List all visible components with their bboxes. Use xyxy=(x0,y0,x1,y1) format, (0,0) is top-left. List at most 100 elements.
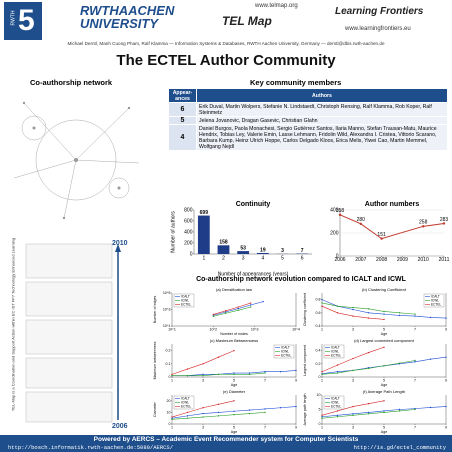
x-axis-label: Age xyxy=(381,383,387,387)
chart: (f) Average Path Length 0 5 10 Average path … xyxy=(303,389,447,434)
x-tick-label: 10^1 xyxy=(168,327,176,331)
line xyxy=(339,214,445,240)
point xyxy=(445,317,447,319)
data-label: 7 xyxy=(301,248,304,254)
x-tick-label: 1 xyxy=(171,425,173,429)
x-tick-label: 3 xyxy=(352,425,354,429)
y-tick-label: 0 xyxy=(169,422,171,426)
line xyxy=(321,347,385,372)
line xyxy=(171,350,235,375)
x-tick-label: 5 xyxy=(233,378,235,382)
y-tick-label: 0.2 xyxy=(166,349,171,353)
cell: 5 xyxy=(168,116,197,125)
x-tick-label: 5 xyxy=(383,425,385,429)
powered: Powered by AERCS – Academic Event Recomm… xyxy=(93,436,359,443)
cell: Daniel Burgos, Paola Monachesi, Sergio G… xyxy=(196,124,448,151)
x-tick-label: 5 xyxy=(383,378,385,382)
chart: (c) Maximum Betweenness 0 0.1 0.2 Maximum be… xyxy=(153,338,297,387)
line xyxy=(172,372,266,376)
x-tick-label: 3 xyxy=(352,378,354,382)
x-axis-label: Number of appearances (years) xyxy=(218,271,289,276)
heading: Co-authorship network evolution compared… xyxy=(196,276,406,283)
link[interactable]: http://is.gd/ectel_community xyxy=(353,444,446,451)
network xyxy=(13,101,140,220)
x-tick-label: 2009 xyxy=(397,257,408,263)
members-table: Appear-ances Authors 6 Erik Duval, Martin … xyxy=(168,88,448,151)
chart-title: (e) Diameter xyxy=(223,389,246,394)
legend-label: ICWL xyxy=(331,349,339,353)
url: www.learningfrontiers.eu xyxy=(345,26,411,32)
bar xyxy=(217,245,230,254)
chart-title: (a) Densification law xyxy=(216,287,252,292)
bar xyxy=(256,252,269,254)
legend xyxy=(323,344,345,359)
legend-label: ICWL xyxy=(181,298,189,302)
x-tick-label: 7 xyxy=(414,378,416,382)
line xyxy=(172,370,297,376)
x-tick-label: 2 xyxy=(222,255,225,261)
logo-top: RWTH xyxy=(10,10,17,26)
logo-number: 5 xyxy=(18,4,35,37)
link[interactable]: http://bosch.informatik.rwth-aachen.de:5… xyxy=(8,444,174,451)
y-tick-label: 200 xyxy=(184,240,193,246)
point xyxy=(383,318,385,321)
y-tick-label: 10 xyxy=(317,393,321,397)
legend-label: ICALT xyxy=(181,294,190,298)
y-tick-label: 10^1 xyxy=(163,324,171,328)
y-tick-label: 20 xyxy=(167,399,171,403)
data-label: 258 xyxy=(419,220,428,226)
x-tick-label: 9 xyxy=(445,425,447,429)
y-tick-label: 10^5 xyxy=(163,291,171,295)
x-tick-label: 4 xyxy=(261,255,264,261)
y-tick-label: 200 xyxy=(330,230,339,236)
legend-label: ICALT xyxy=(431,294,440,298)
chart: (a) Densification law 10^1 10^3 10^5 Number … xyxy=(153,287,300,336)
x-tick-label: 5 xyxy=(233,425,235,429)
chart: Continuity 0 200 400 600 800 Number of authors… xyxy=(170,201,312,276)
x-tick-label: 1 xyxy=(321,425,323,429)
x-tick-label: 2007 xyxy=(355,257,366,263)
legend-label: ICWL xyxy=(331,400,339,404)
x-tick-label: 7 xyxy=(414,425,416,429)
y-tick-label: 0.2 xyxy=(316,362,321,366)
project: TEL Map xyxy=(222,14,272,28)
x-axis-label: Number of nodes xyxy=(220,332,248,336)
y-tick-label: 800 xyxy=(184,207,193,213)
chart: (b) Clustering Coefficient 0.4 0.6 0.8 Clust… xyxy=(303,287,447,336)
point xyxy=(445,405,447,408)
line xyxy=(321,302,416,315)
data-label: 699 xyxy=(200,210,209,216)
line xyxy=(171,406,297,419)
y-tick-label: 0.4 xyxy=(316,324,321,328)
title: The ECTEL Author Community xyxy=(116,52,336,69)
x-axis-label: Age xyxy=(231,430,237,434)
y-axis-label: Number of authors xyxy=(170,211,176,253)
x-tick-label: 1 xyxy=(321,327,323,331)
line xyxy=(321,409,416,419)
y-tick-label: 10^3 xyxy=(163,307,171,311)
y-axis-label: Maximum betweenness xyxy=(153,341,157,379)
y-axis-label: Largest component xyxy=(303,345,307,376)
x-tick-label: 5 xyxy=(281,255,284,261)
legend-label: ICWL xyxy=(431,298,439,302)
line xyxy=(171,412,266,420)
y-axis-label: Diameter xyxy=(153,401,157,416)
cell: Jelena Jovanovic, Dragan Gasevic, Christ… xyxy=(196,116,448,125)
x-tick-label: 9 xyxy=(295,378,297,382)
y-tick-label: 0 xyxy=(319,375,321,379)
y-axis-label: Clustering coefficient xyxy=(303,293,307,326)
partner: Learning Frontiers xyxy=(335,6,424,17)
x-tick-label: 1 xyxy=(171,378,173,382)
url: www.telmap.org xyxy=(255,3,298,9)
timeline xyxy=(25,243,121,423)
cell: Appear-ances xyxy=(168,88,197,103)
legend-label: ECTEL xyxy=(281,353,292,357)
x-axis-label: Age xyxy=(381,332,387,336)
y-tick-label: 0 xyxy=(169,375,171,379)
legend xyxy=(173,293,195,308)
header: RWTH 5 RWTHAACHEN UNIVERSITY www.telmap.… xyxy=(0,0,452,40)
legend-label: ICWL xyxy=(281,349,289,353)
x-tick-label: 10^4 xyxy=(292,327,300,331)
x-tick-label: 9 xyxy=(295,425,297,429)
heading: Key community members xyxy=(250,78,342,87)
